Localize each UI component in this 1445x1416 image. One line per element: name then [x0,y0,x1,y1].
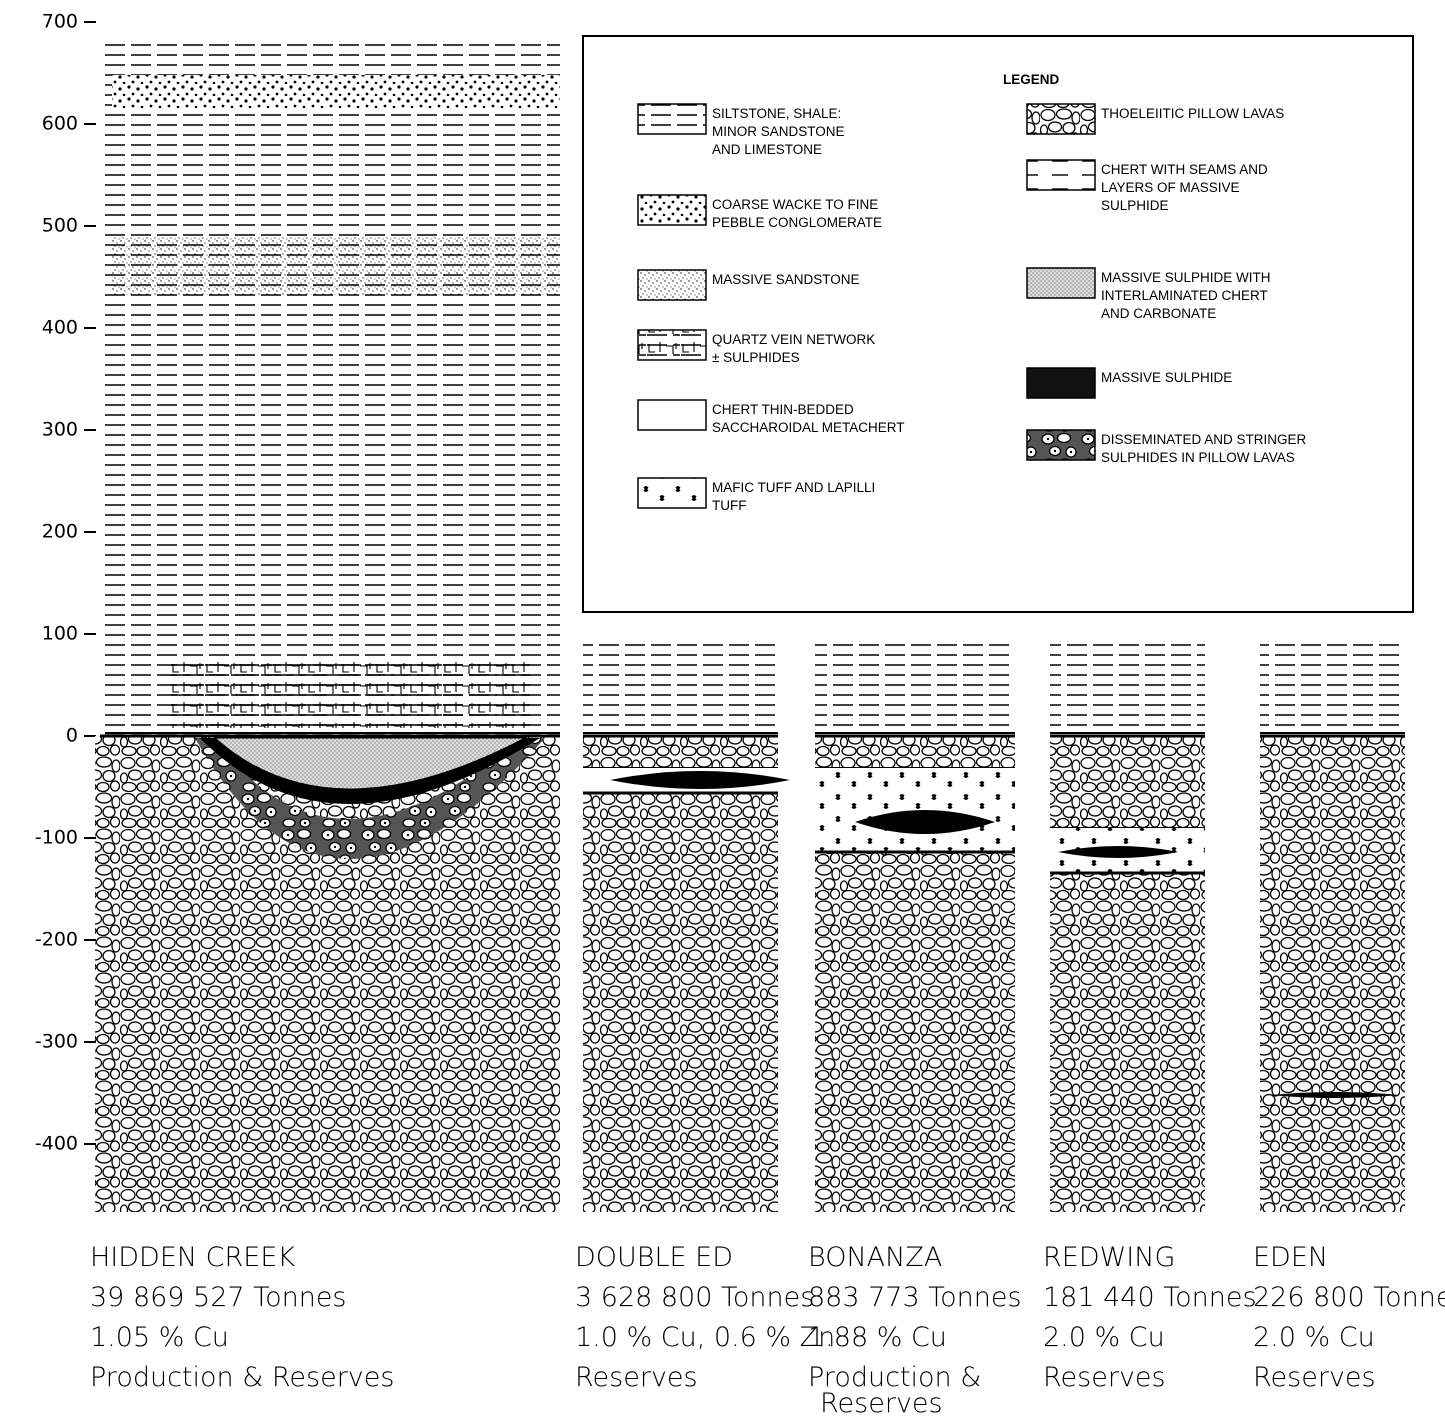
deposit-name: DOUBLE ED [575,1242,733,1273]
deposit-status: Reserves [1043,1362,1166,1393]
legend-label: INTERLAMINATED CHERT [1101,288,1268,303]
deposit-name: REDWING [1043,1242,1175,1273]
legend-label: MASSIVE SULPHIDE WITH [1101,270,1271,285]
axis-tick-label: 700 [42,11,78,33]
rock-layer [815,637,1015,733]
axis-tick-label: 400 [42,317,78,339]
axis-tick-label: -200 [35,929,78,951]
legend-swatch [638,478,706,508]
legend-label: AND LIMESTONE [712,142,822,157]
deposit-tonnes: 39 869 527 Tonnes [90,1282,347,1313]
legend-label: SULPHIDES IN PILLOW LAVAS [1101,450,1295,465]
legend-label: MASSIVE SULPHIDE [1101,370,1232,385]
legend-swatch [1027,430,1095,460]
axis-tick-label: 600 [42,113,78,135]
legend-label: CHERT WITH SEAMS AND [1101,162,1268,177]
axis-tick-label: 200 [42,521,78,543]
legend-label: CHERT THIN-BEDDED [712,402,854,417]
legend-label: SULPHIDE [1101,198,1169,213]
rock-layer [112,237,560,295]
legend-label: ± SULPHIDES [712,350,800,365]
deposit-status: Production & Reserves [90,1362,394,1393]
legend-swatch [1027,160,1095,190]
deposit-name: EDEN [1253,1242,1328,1273]
deposit-name: BONANZA [808,1242,942,1273]
deposit-grade: 2.0 % Cu [1043,1322,1165,1353]
legend-swatch [638,330,706,360]
rock-layer [583,736,778,1212]
rock-layer [815,768,1015,852]
deposit-grade: 1.88 % Cu [808,1322,947,1353]
deposit-status: Reserves [1253,1362,1376,1393]
rock-layer [95,736,560,1212]
axis-tick-label: -100 [35,827,78,849]
rock-layer [1050,736,1205,1212]
axis-tick-label: -400 [35,1133,78,1155]
rock-layer [170,662,530,728]
rock-layer [583,637,778,733]
legend-swatch [638,270,706,300]
deposit-grade: 2.0 % Cu [1253,1322,1375,1353]
axis-tick-label: 500 [42,215,78,237]
rock-layer [112,75,560,108]
deposit-tonnes: 226 800 Tonnes [1253,1282,1445,1313]
legend-swatch [638,195,706,225]
legend-swatch [1027,368,1095,398]
deposit-tonnes: 181 440 Tonnes [1043,1282,1257,1313]
legend-label: SILTSTONE, SHALE: [712,106,841,121]
legend-label: PEBBLE CONGLOMERATE [712,215,882,230]
legend-title: LEGEND [1003,72,1060,87]
deposit-tonnes: 3 628 800 Tonnes [575,1282,814,1313]
legend-label: LAYERS OF MASSIVE [1101,180,1240,195]
legend-label: MASSIVE SANDSTONE [712,272,860,287]
legend-label: MAFIC TUFF AND LAPILLI [712,480,875,495]
legend-swatch [638,104,706,134]
deposit-grade: 1.0 % Cu, 0.6 % Zn [575,1322,835,1353]
legend-label: DISSEMINATED AND STRINGER [1101,432,1307,447]
deposit-grade: 1.05 % Cu [90,1322,229,1353]
legend-swatch [638,400,706,430]
deposit-status: Reserves [575,1362,698,1393]
legend-swatch [1027,268,1095,298]
legend-label: QUARTZ VEIN NETWORK [712,332,875,347]
axis-tick-label: -300 [35,1031,78,1053]
axis-tick-label: 100 [42,623,78,645]
rock-layer [105,40,560,736]
rock-layer [1260,736,1405,1212]
legend-label: COARSE WACKE TO FINE [712,197,878,212]
deposit-tonnes: 883 773 Tonnes [808,1282,1022,1313]
legend-label: THOELEIITIC PILLOW LAVAS [1101,106,1284,121]
legend-label: TUFF [712,498,747,513]
deposit-status: Reserves [820,1388,943,1416]
figure: LEGEND 700 600 500 400 300 200 100 0 -100 -200 -30… [0,0,1445,1416]
deposit-name: HIDDEN CREEK [90,1242,295,1273]
legend-swatch [1027,104,1095,134]
legend-box [583,36,1413,612]
axis-tick-label: 300 [42,419,78,441]
legend-label: AND CARBONATE [1101,306,1216,321]
legend-label: SACCHAROIDAL METACHERT [712,420,905,435]
rock-layer [1050,637,1205,733]
axis-tick-label: 0 [66,725,78,747]
rock-layer [1260,637,1405,733]
legend-label: MINOR SANDSTONE [712,124,845,139]
